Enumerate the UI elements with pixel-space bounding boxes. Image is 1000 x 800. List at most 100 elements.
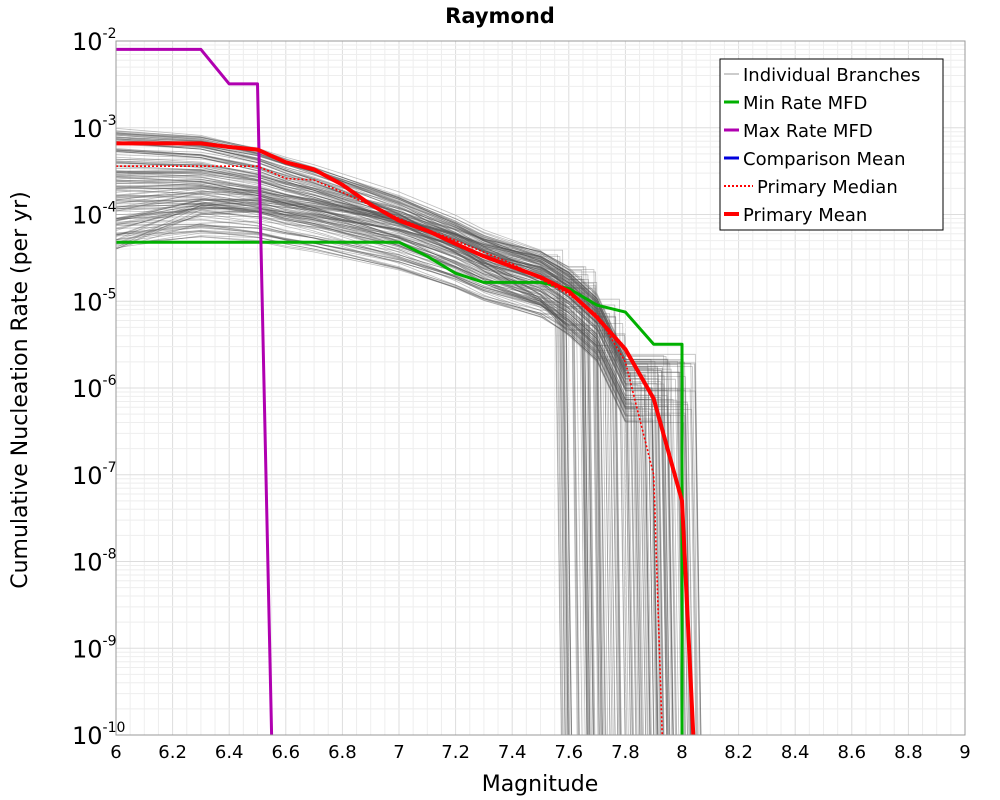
branch-line: [115, 180, 634, 736]
branch-line: [115, 219, 674, 736]
branch-line: [115, 133, 569, 736]
y-tick-label: 10-10: [72, 720, 125, 750]
branch-line: [115, 171, 626, 736]
branch-line: [115, 203, 699, 736]
legend-label-primary-mean: Primary Mean: [743, 205, 867, 226]
branch-line: [115, 202, 680, 736]
y-axis-ticks: 10-2 10-3 10-4 10-5 10-6 10-7 10-8 10-9 10-10: [72, 26, 125, 750]
branch-line: [115, 215, 649, 736]
branch-line: [115, 142, 677, 736]
y-axis-title: Cumulative Nucleation Rate (per yr): [8, 191, 33, 589]
branch-line: [115, 136, 652, 736]
series-line-primary-median: [116, 165, 663, 736]
branch-line: [115, 161, 579, 736]
branch-line: [115, 205, 674, 736]
branch-line: [115, 149, 669, 736]
branch-line: [115, 231, 563, 736]
branch-line: [115, 236, 573, 736]
branch-line: [115, 199, 676, 736]
branch-line: [115, 203, 631, 736]
x-tick-label: 6.2: [158, 742, 187, 763]
branch-line: [115, 171, 595, 736]
branch-line: [115, 186, 659, 736]
legend: Individual Branches Min Rate MFD Max Rat…: [719, 58, 944, 231]
branch-line: [115, 169, 691, 736]
y-tick-label: 10-2: [72, 26, 117, 56]
branch-line: [115, 202, 648, 736]
branch-line: [115, 208, 684, 736]
branch-line: [115, 187, 670, 736]
x-tick-label: 6: [110, 742, 121, 763]
branch-line: [115, 168, 564, 736]
branch-line: [115, 141, 611, 736]
branch-line: [115, 207, 639, 736]
branch-line: [115, 151, 570, 736]
x-tick-label: 6.6: [271, 742, 300, 763]
x-tick-label: 7: [393, 742, 404, 763]
branch-line: [115, 187, 663, 736]
y-tick-label: 10-7: [72, 460, 117, 490]
branch-line: [115, 207, 602, 736]
branch-line: [115, 175, 688, 736]
x-axis-ticks: 6 6.2 6.4 6.6 6.8 7 7.2 7.4 7.6 7.8 8 8.2 8.4 8.6 8.8 9: [110, 742, 970, 763]
branch-line: [115, 162, 569, 736]
branch-line: [115, 200, 618, 736]
branch-line: [115, 151, 642, 736]
y-tick-label: 10-9: [72, 633, 117, 663]
branch-line: [115, 211, 702, 736]
y-tick-label: 10-6: [72, 373, 117, 403]
branch-line: [115, 196, 694, 736]
x-axis-title: Magnitude: [482, 772, 599, 797]
y-tick-label: 10-3: [72, 113, 117, 143]
branch-line: [115, 182, 631, 736]
branch-line: [115, 170, 629, 736]
branch-line: [115, 224, 643, 736]
legend-box: [719, 58, 944, 231]
branch-line: [115, 171, 569, 736]
branch-line: [115, 149, 614, 736]
branch-line: [115, 183, 616, 736]
series-lines: [116, 47, 696, 736]
y-tick-label: 10-5: [72, 286, 117, 316]
x-tick-label: 9: [959, 742, 970, 763]
branch-line: [115, 175, 651, 736]
branch-line: [115, 230, 640, 736]
branch-line: [115, 218, 641, 736]
branch-line: [115, 211, 606, 736]
x-tick-label: 7.8: [611, 742, 640, 763]
branch-line: [115, 169, 670, 736]
branch-line: [115, 187, 697, 736]
branch-line: [115, 184, 633, 736]
branch-line: [115, 235, 572, 736]
x-tick-label: 6.8: [328, 742, 357, 763]
legend-label-primary-median: Primary Median: [757, 177, 898, 198]
branch-line: [115, 150, 634, 736]
branch-line: [115, 203, 654, 736]
branch-line: [115, 194, 697, 736]
branch-line: [115, 163, 603, 736]
branch-line: [115, 132, 669, 736]
branch-line: [115, 179, 685, 736]
branch-line: [115, 164, 566, 736]
branch-line: [115, 174, 643, 736]
legend-label-individual-branches: Individual Branches: [743, 65, 920, 86]
branch-line: [115, 191, 702, 736]
plot-frame: [115, 40, 966, 736]
branch-line: [115, 136, 580, 736]
branch-line: [115, 138, 588, 736]
branch-line: [115, 208, 611, 736]
branch-line: [115, 192, 671, 736]
branch-line: [115, 199, 570, 736]
x-tick-label: 8.2: [724, 742, 753, 763]
branch-line: [115, 143, 591, 736]
branch-line: [115, 199, 692, 736]
legend-label-max-rate-mfd: Max Rate MFD: [743, 121, 873, 142]
branch-line: [115, 208, 603, 736]
branch-line: [115, 156, 667, 736]
branch-line: [115, 171, 637, 736]
branch-line: [115, 150, 667, 736]
x-tick-label: 7.2: [441, 742, 470, 763]
branch-line: [115, 165, 692, 736]
branch-line: [115, 176, 568, 736]
